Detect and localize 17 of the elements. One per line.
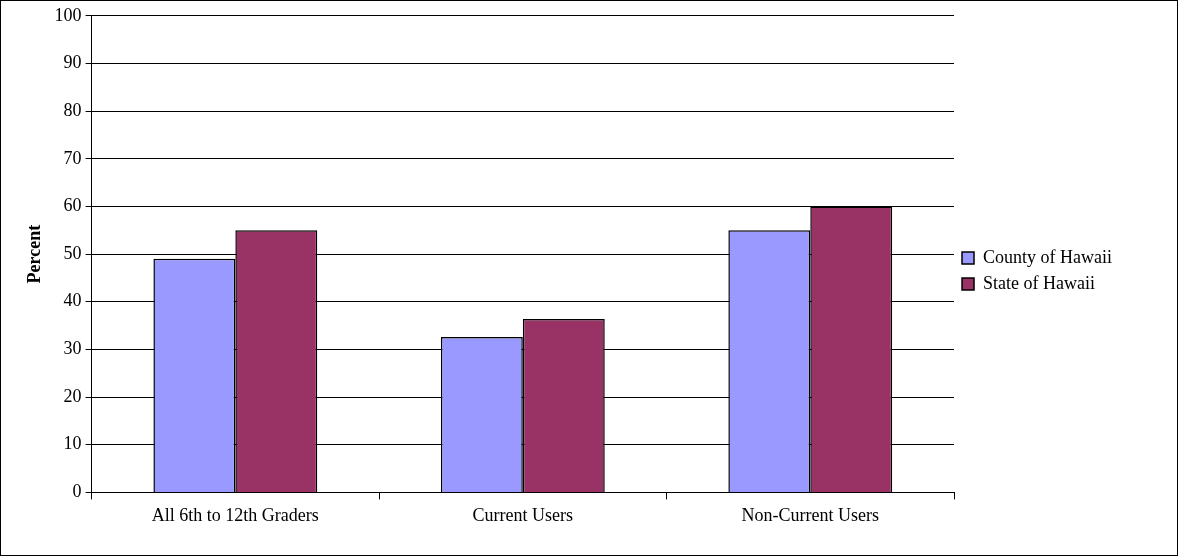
y-tick-label: 90 [63, 52, 82, 73]
y-tick-label: 20 [63, 385, 82, 406]
x-tick-label: Non-Current Users [741, 504, 880, 525]
y-tick-label: 0 [72, 481, 82, 502]
y-tick-label: 70 [63, 147, 82, 168]
legend-label: State of Hawaii [983, 272, 1095, 293]
y-tick-label: 50 [63, 242, 82, 263]
y-tick-label: 40 [63, 290, 82, 311]
y-tick-label: 10 [63, 433, 82, 454]
y-tick-label: 30 [63, 338, 82, 359]
y-tick-label: 100 [54, 4, 82, 25]
y-tick-label: 60 [63, 195, 82, 216]
x-tick-label: All 6th to 12th Graders [151, 504, 319, 525]
y-tick-label: 80 [63, 99, 82, 120]
y-axis-title: Percent [24, 224, 45, 284]
x-tick-label: Current Users [472, 504, 574, 525]
legend-label: County of Hawaii [983, 246, 1112, 267]
